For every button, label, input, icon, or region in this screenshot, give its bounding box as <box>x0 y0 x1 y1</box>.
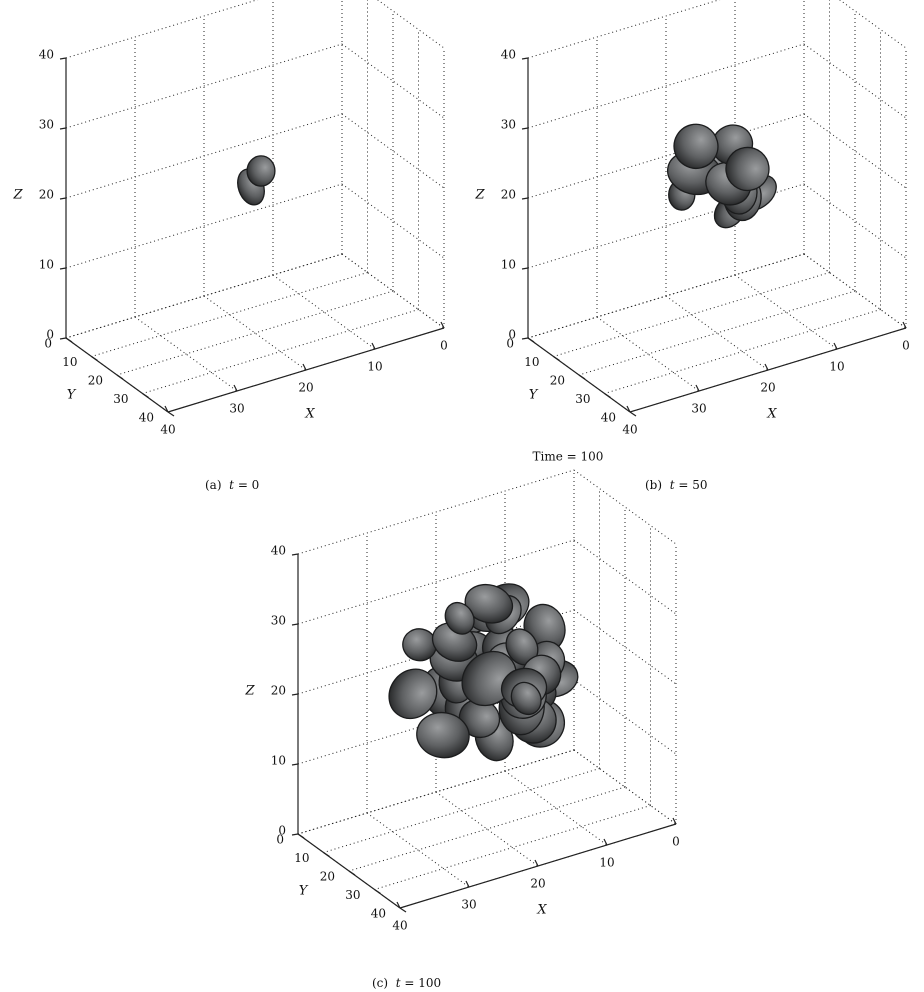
cell-blob <box>416 711 470 759</box>
cell-blob <box>673 123 719 170</box>
z-tick-label: 0 <box>46 328 54 342</box>
caption-c: (c) t = 100 <box>372 976 442 990</box>
z-tick-label: 30 <box>271 614 286 628</box>
y-axis-label: Y <box>67 388 77 403</box>
cell-cluster <box>667 123 777 229</box>
y-tick-label: 0 <box>506 337 514 351</box>
y-tick-label: 10 <box>294 851 309 865</box>
z-tick-label: 40 <box>39 48 54 62</box>
x-tick-label: 40 <box>392 919 407 933</box>
x-tick-label: 30 <box>229 402 244 416</box>
x-tick-label: 20 <box>530 877 545 891</box>
z-tick-label: 20 <box>501 188 516 202</box>
y-tick-label: 40 <box>601 411 616 425</box>
x-tick-label: 30 <box>461 898 476 912</box>
y-tick-label: 10 <box>524 355 539 369</box>
cell-cluster <box>237 155 276 206</box>
cell-blob <box>464 583 514 624</box>
x-tick-label: 0 <box>672 835 680 849</box>
z-tick-label: 10 <box>39 258 54 272</box>
z-axis-label: Z <box>474 188 485 203</box>
caption-a: (a) t = 0 <box>205 478 260 492</box>
y-axis-label: Y <box>299 884 309 899</box>
cell-blob <box>246 155 276 187</box>
z-tick-label: 10 <box>271 754 286 768</box>
time-title: Time = 100 <box>533 450 604 464</box>
z-tick-label: 40 <box>501 48 516 62</box>
x-tick-label: 0 <box>902 339 910 353</box>
z-tick-label: 20 <box>39 188 54 202</box>
y-tick-label: 40 <box>371 907 386 921</box>
x-tick-label: 10 <box>367 360 382 374</box>
z-tick-label: 0 <box>278 824 286 838</box>
y-tick-label: 40 <box>139 411 154 425</box>
y-tick-label: 20 <box>320 870 335 884</box>
cell-blob <box>444 601 475 635</box>
cell-blob <box>725 146 770 192</box>
cell-blob <box>510 681 542 716</box>
x-tick-label: 40 <box>622 423 637 437</box>
x-tick-label: 10 <box>599 856 614 870</box>
y-tick-label: 20 <box>550 374 565 388</box>
cell-blob <box>388 668 438 720</box>
z-tick-label: 20 <box>271 684 286 698</box>
x-tick-label: 40 <box>160 423 175 437</box>
x-axis-label: X <box>536 903 547 918</box>
x-tick-label: 10 <box>829 360 844 374</box>
x-axis-label: X <box>304 407 315 422</box>
figure-panel-c: 0 0 40 10 10 30 20 20 20 30 30 10 40 40 0 Z Y X Time = 100… <box>232 450 694 992</box>
y-tick-label: 0 <box>276 833 284 847</box>
x-tick-label: 20 <box>760 381 775 395</box>
z-tick-label: 0 <box>508 328 516 342</box>
x-axis-label: X <box>766 407 777 422</box>
z-axis-label: Z <box>244 684 255 699</box>
caption-b: (b) t = 50 <box>645 478 708 492</box>
x-tick-label: 0 <box>440 339 448 353</box>
x-tick-label: 30 <box>691 402 706 416</box>
y-tick-label: 30 <box>113 392 128 406</box>
y-tick-label: 10 <box>62 355 77 369</box>
z-axis-label: Z <box>12 188 23 203</box>
y-tick-label: 30 <box>345 888 360 902</box>
y-tick-label: 0 <box>44 337 52 351</box>
z-tick-label: 30 <box>39 118 54 132</box>
z-tick-label: 30 <box>501 118 516 132</box>
y-tick-label: 20 <box>88 374 103 388</box>
z-tick-label: 10 <box>501 258 516 272</box>
y-axis-label: Y <box>529 388 539 403</box>
z-tick-label: 40 <box>271 544 286 558</box>
x-tick-label: 20 <box>298 381 313 395</box>
cell-cluster <box>388 583 579 762</box>
y-tick-label: 30 <box>575 392 590 406</box>
